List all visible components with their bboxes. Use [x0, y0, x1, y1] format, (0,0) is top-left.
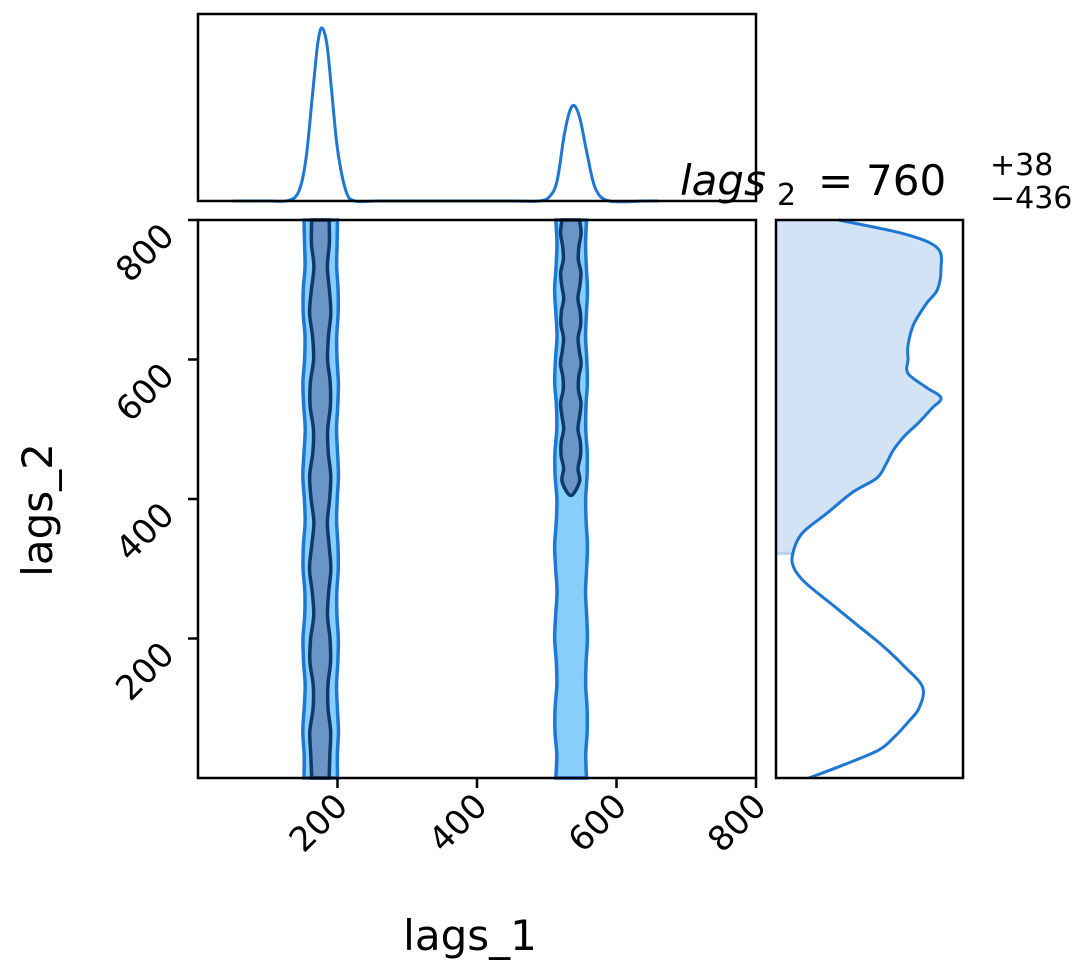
title-subscript: 2	[777, 178, 796, 213]
y-axis-label: lags_2	[13, 443, 62, 577]
y-axis-ticks: 200 400 600 800	[108, 216, 198, 709]
title-value: 760	[866, 156, 946, 205]
top-density-line	[232, 26, 659, 204]
x-axis-label: lags_1	[403, 911, 537, 960]
main-2d-panel: 200 400 600 800 200 400 600 800 lags_1 lags_2	[13, 216, 774, 960]
y-tick-label: 800	[108, 216, 182, 290]
x-tick-label: 800	[700, 786, 774, 860]
right-density-shaded-region	[776, 220, 942, 554]
right-panel-frame	[774, 218, 965, 780]
y-tick-label: 200	[108, 635, 182, 709]
title-variable: lags	[680, 156, 766, 205]
marginal-title: lags 2 = 760 +38 −436	[680, 148, 1072, 216]
inner-contour-band-1	[307, 218, 333, 780]
x-tick-label: 600	[561, 786, 635, 860]
x-tick-label: 200	[282, 786, 356, 860]
y-tick-label: 400	[108, 495, 182, 569]
main-panel-frame	[196, 218, 758, 780]
inner-contour-band-2	[558, 218, 583, 498]
y-tick-label: 600	[108, 356, 182, 430]
top-panel-frame	[196, 12, 758, 203]
right-marginal-panel	[774, 218, 965, 780]
outer-contours	[301, 218, 590, 780]
x-axis-ticks: 200 400 600 800	[282, 778, 774, 860]
x-tick-label: 400	[421, 786, 495, 860]
inner-contours	[307, 218, 583, 780]
right-density-line	[790, 218, 943, 780]
top-marginal-panel	[196, 12, 758, 204]
title-lower-error: −436	[990, 181, 1072, 216]
title-upper-error: +38	[990, 148, 1053, 183]
title-equals: =	[818, 156, 853, 205]
